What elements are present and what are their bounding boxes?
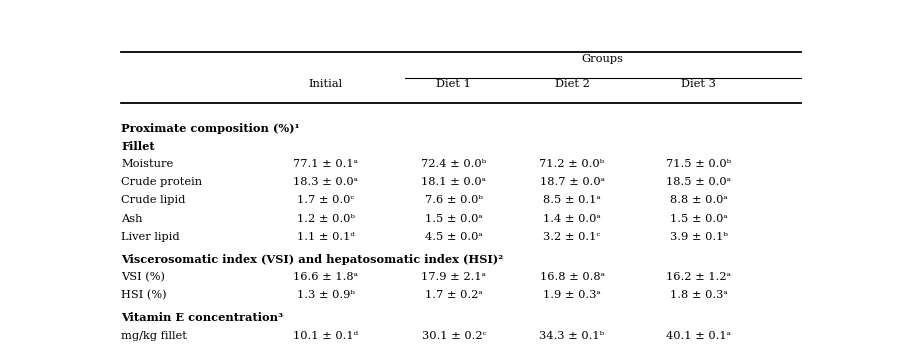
Text: 16.8 ± 0.8ᵃ: 16.8 ± 0.8ᵃ — [539, 272, 604, 282]
Text: Liver lipid: Liver lipid — [121, 232, 179, 242]
Text: Groups: Groups — [581, 54, 623, 64]
Text: Diet 1: Diet 1 — [437, 79, 472, 89]
Text: VSI (%): VSI (%) — [121, 272, 165, 283]
Text: Viscerosomatic index (VSI) and hepatosomatic index (HSI)²: Viscerosomatic index (VSI) and hepatosom… — [121, 254, 503, 265]
Text: 34.3 ± 0.1ᵇ: 34.3 ± 0.1ᵇ — [539, 331, 604, 341]
Text: Initial: Initial — [308, 79, 343, 89]
Text: Ash: Ash — [121, 214, 143, 224]
Text: Proximate composition (%)¹: Proximate composition (%)¹ — [121, 123, 299, 134]
Text: 1.9 ± 0.3ᵃ: 1.9 ± 0.3ᵃ — [543, 291, 601, 300]
Text: 16.6 ± 1.8ᵃ: 16.6 ± 1.8ᵃ — [293, 272, 358, 282]
Text: Fillet: Fillet — [121, 141, 155, 152]
Text: 18.1 ± 0.0ᵃ: 18.1 ± 0.0ᵃ — [421, 177, 486, 187]
Text: 17.9 ± 2.1ᵃ: 17.9 ± 2.1ᵃ — [421, 272, 486, 282]
Text: Crude lipid: Crude lipid — [121, 196, 186, 205]
Text: 72.4 ± 0.0ᵇ: 72.4 ± 0.0ᵇ — [421, 159, 486, 169]
Text: 10.1 ± 0.1ᵈ: 10.1 ± 0.1ᵈ — [293, 331, 358, 341]
Text: 71.2 ± 0.0ᵇ: 71.2 ± 0.0ᵇ — [539, 159, 604, 169]
Text: 18.3 ± 0.0ᵃ: 18.3 ± 0.0ᵃ — [293, 177, 358, 187]
Text: 71.5 ± 0.0ᵇ: 71.5 ± 0.0ᵇ — [666, 159, 732, 169]
Text: 16.2 ± 1.2ᵃ: 16.2 ± 1.2ᵃ — [666, 272, 731, 282]
Text: 3.9 ± 0.1ᵇ: 3.9 ± 0.1ᵇ — [669, 232, 728, 242]
Text: 1.1 ± 0.1ᵈ: 1.1 ± 0.1ᵈ — [297, 232, 354, 242]
Text: 7.6 ± 0.0ᵇ: 7.6 ± 0.0ᵇ — [425, 196, 483, 205]
Text: 77.1 ± 0.1ᵃ: 77.1 ± 0.1ᵃ — [293, 159, 358, 169]
Text: 1.7 ± 0.2ᵃ: 1.7 ± 0.2ᵃ — [425, 291, 483, 300]
Text: 1.2 ± 0.0ᵇ: 1.2 ± 0.0ᵇ — [297, 214, 355, 224]
Text: 40.1 ± 0.1ᵃ: 40.1 ± 0.1ᵃ — [666, 331, 731, 341]
Text: Moisture: Moisture — [121, 159, 173, 169]
Text: 18.7 ± 0.0ᵃ: 18.7 ± 0.0ᵃ — [539, 177, 604, 187]
Text: 1.5 ± 0.0ᵃ: 1.5 ± 0.0ᵃ — [669, 214, 727, 224]
Text: 8.5 ± 0.1ᵃ: 8.5 ± 0.1ᵃ — [543, 196, 601, 205]
Text: 1.5 ± 0.0ᵃ: 1.5 ± 0.0ᵃ — [425, 214, 483, 224]
Text: 3.2 ± 0.1ᶜ: 3.2 ± 0.1ᶜ — [543, 232, 601, 242]
Text: 4.5 ± 0.0ᵃ: 4.5 ± 0.0ᵃ — [425, 232, 483, 242]
Text: Diet 3: Diet 3 — [681, 79, 716, 89]
Text: 1.8 ± 0.3ᵃ: 1.8 ± 0.3ᵃ — [669, 291, 727, 300]
Text: Diet 2: Diet 2 — [555, 79, 590, 89]
Text: Vitamin E concentration³: Vitamin E concentration³ — [121, 313, 283, 323]
Text: 8.8 ± 0.0ᵃ: 8.8 ± 0.0ᵃ — [669, 196, 727, 205]
Text: 1.4 ± 0.0ᵃ: 1.4 ± 0.0ᵃ — [543, 214, 601, 224]
Text: HSI (%): HSI (%) — [121, 291, 167, 301]
Text: Crude protein: Crude protein — [121, 177, 202, 187]
Text: mg/kg fillet: mg/kg fillet — [121, 331, 187, 341]
Text: 18.5 ± 0.0ᵃ: 18.5 ± 0.0ᵃ — [666, 177, 731, 187]
Text: 1.7 ± 0.0ᶜ: 1.7 ± 0.0ᶜ — [298, 196, 354, 205]
Text: 30.1 ± 0.2ᶜ: 30.1 ± 0.2ᶜ — [421, 331, 486, 341]
Text: 1.3 ± 0.9ᵇ: 1.3 ± 0.9ᵇ — [297, 291, 355, 300]
